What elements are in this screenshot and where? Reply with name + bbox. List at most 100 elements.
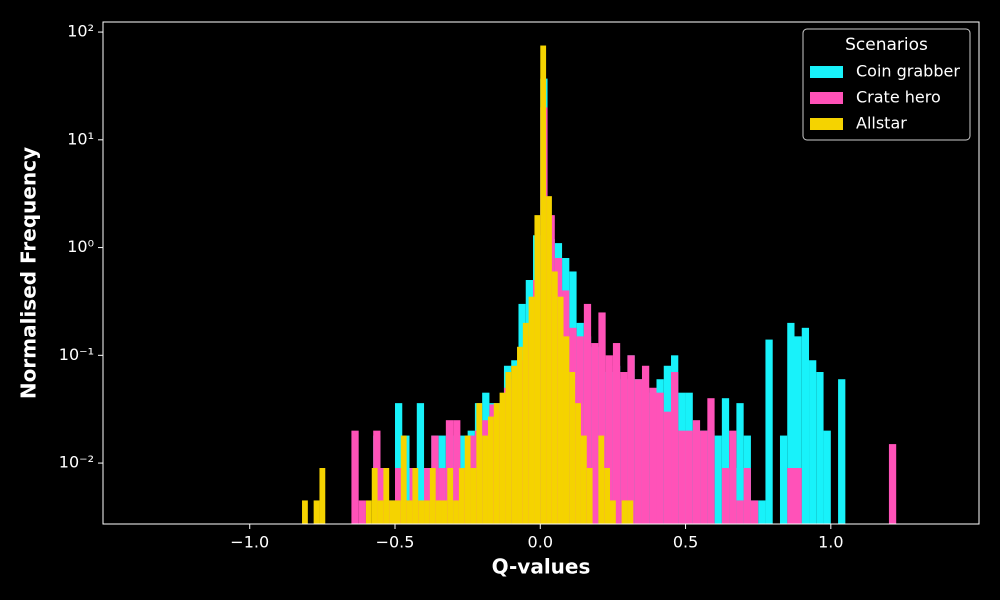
- bar: [816, 372, 824, 524]
- bar: [685, 430, 693, 524]
- legend-swatch: [810, 92, 843, 104]
- bar: [358, 500, 366, 524]
- bar: [888, 444, 897, 524]
- bar: [351, 430, 359, 524]
- bar: [371, 468, 378, 524]
- bar: [517, 346, 523, 524]
- bar: [794, 336, 802, 524]
- bar: [505, 372, 512, 524]
- bar: [546, 196, 552, 524]
- bar: [395, 500, 401, 524]
- bar: [750, 500, 759, 524]
- bar: [435, 500, 442, 524]
- bar: [522, 322, 529, 524]
- bar: [416, 403, 425, 524]
- y-tick-label: 10²: [67, 22, 94, 41]
- bar: [487, 416, 494, 524]
- bar: [649, 387, 657, 524]
- legend-swatch: [810, 118, 843, 130]
- bar: [692, 420, 701, 524]
- bar: [438, 468, 446, 524]
- bar: [377, 500, 384, 524]
- legend-swatch: [810, 66, 843, 78]
- plot-area: [302, 45, 897, 525]
- bar: [779, 435, 788, 524]
- x-tick-label: 1.0: [818, 533, 843, 552]
- bar: [302, 500, 308, 524]
- bar: [365, 500, 372, 524]
- bar: [470, 468, 477, 524]
- bar: [612, 343, 621, 524]
- bar: [395, 403, 403, 524]
- bar: [641, 365, 650, 524]
- bar: [678, 430, 686, 524]
- y-axis-label: Normalised Frequency: [17, 147, 41, 399]
- bar: [453, 420, 461, 524]
- bar: [729, 430, 737, 524]
- bar: [540, 45, 547, 524]
- bar: [319, 468, 326, 524]
- bar: [700, 430, 708, 524]
- bar: [447, 468, 454, 524]
- bar: [511, 365, 518, 524]
- x-tick-label: 0.5: [673, 533, 698, 552]
- bar: [575, 403, 581, 524]
- legend-box: [802, 28, 971, 141]
- bar: [493, 403, 500, 524]
- legend-label: Coin grabber: [856, 62, 960, 81]
- legend-title: Scenarios: [845, 35, 928, 55]
- bar: [583, 303, 592, 524]
- bar: [743, 468, 751, 524]
- bar: [809, 360, 817, 524]
- bar: [569, 372, 576, 524]
- bar: [663, 411, 672, 524]
- bar: [557, 296, 564, 524]
- bar: [736, 403, 744, 524]
- bar: [534, 215, 541, 524]
- bar: [389, 500, 395, 524]
- plot-frame: [102, 21, 980, 525]
- bar: [476, 403, 483, 524]
- bar: [714, 435, 722, 524]
- y-tick-label: 10⁻²: [59, 453, 94, 472]
- bar: [604, 468, 611, 524]
- bar: [580, 435, 587, 524]
- bar: [621, 500, 628, 524]
- y-tick-label: 10⁰: [67, 237, 94, 256]
- bar: [634, 379, 642, 524]
- bar: [823, 430, 831, 524]
- x-tick-label: −0.5: [376, 533, 415, 552]
- bar: [563, 336, 570, 524]
- bar: [586, 468, 593, 524]
- bar: [721, 468, 730, 524]
- bar: [627, 355, 635, 524]
- bar: [758, 500, 766, 524]
- bar: [441, 500, 448, 524]
- bar: [464, 435, 471, 524]
- x-tick-label: 0.0: [528, 533, 553, 552]
- bar: [765, 339, 773, 524]
- bar: [458, 468, 465, 524]
- y-tick-label: 10¹: [67, 129, 94, 148]
- bar: [400, 435, 407, 524]
- bar: [551, 271, 558, 524]
- bar: [591, 343, 599, 524]
- bar: [453, 500, 459, 524]
- bar: [395, 468, 403, 524]
- bar: [787, 468, 795, 524]
- bar: [721, 398, 730, 524]
- bar: [610, 500, 616, 524]
- bar: [528, 296, 535, 524]
- bar: [620, 372, 628, 524]
- bar: [424, 500, 430, 524]
- legend-label: Crate hero: [856, 88, 941, 107]
- bar: [424, 468, 432, 524]
- bar: [736, 500, 744, 524]
- bar: [406, 500, 413, 524]
- bar: [482, 435, 488, 524]
- bar: [499, 392, 506, 524]
- legend-label: Allstar: [856, 114, 907, 133]
- bar: [412, 468, 419, 524]
- bar: [605, 355, 613, 524]
